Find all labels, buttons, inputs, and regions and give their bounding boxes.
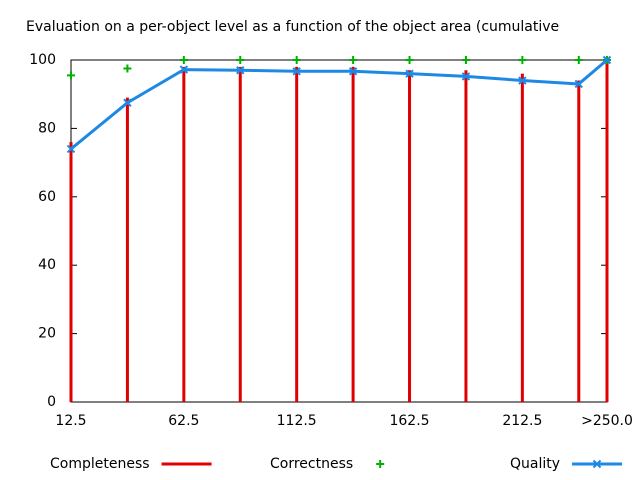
point bbox=[518, 76, 527, 85]
legend-label: Completeness bbox=[50, 456, 150, 472]
point bbox=[405, 56, 414, 64]
legend-label: Correctness bbox=[270, 456, 353, 472]
point bbox=[66, 144, 76, 154]
y-tick-label: 80 bbox=[38, 120, 56, 136]
point bbox=[123, 64, 132, 73]
point bbox=[518, 56, 527, 64]
point bbox=[236, 56, 245, 64]
x-tick-label: >250.0 bbox=[581, 413, 633, 429]
point bbox=[574, 79, 583, 89]
x-tick-label: 62.5 bbox=[168, 413, 199, 429]
x-tick-label: 162.5 bbox=[389, 413, 429, 429]
plot-border bbox=[70, 59, 608, 403]
point bbox=[602, 55, 612, 65]
point bbox=[179, 65, 189, 74]
chart-title: Evaluation on a per-object level as a fu… bbox=[26, 19, 559, 35]
point bbox=[236, 66, 245, 75]
x-tick-label: 212.5 bbox=[502, 413, 542, 429]
point bbox=[292, 56, 301, 64]
y-tick-label: 40 bbox=[38, 257, 56, 273]
point bbox=[461, 72, 471, 81]
point bbox=[179, 56, 188, 64]
x-tick-label: 12.5 bbox=[55, 413, 86, 429]
line bbox=[70, 58, 608, 151]
y-tick-label: 0 bbox=[47, 394, 56, 410]
point bbox=[348, 67, 358, 76]
y-tick-label: 100 bbox=[29, 52, 56, 68]
legend-swatch bbox=[376, 460, 385, 468]
legend-swatch bbox=[592, 459, 602, 469]
y-tick-label: 60 bbox=[38, 189, 56, 205]
point bbox=[405, 69, 414, 78]
point bbox=[349, 56, 358, 64]
legend-label: Quality bbox=[510, 456, 560, 472]
point bbox=[461, 56, 470, 64]
point bbox=[574, 56, 583, 64]
point bbox=[292, 67, 301, 76]
y-tick-label: 20 bbox=[38, 326, 56, 342]
point bbox=[123, 98, 132, 107]
x-tick-label: 112.5 bbox=[277, 413, 317, 429]
point bbox=[67, 71, 75, 80]
